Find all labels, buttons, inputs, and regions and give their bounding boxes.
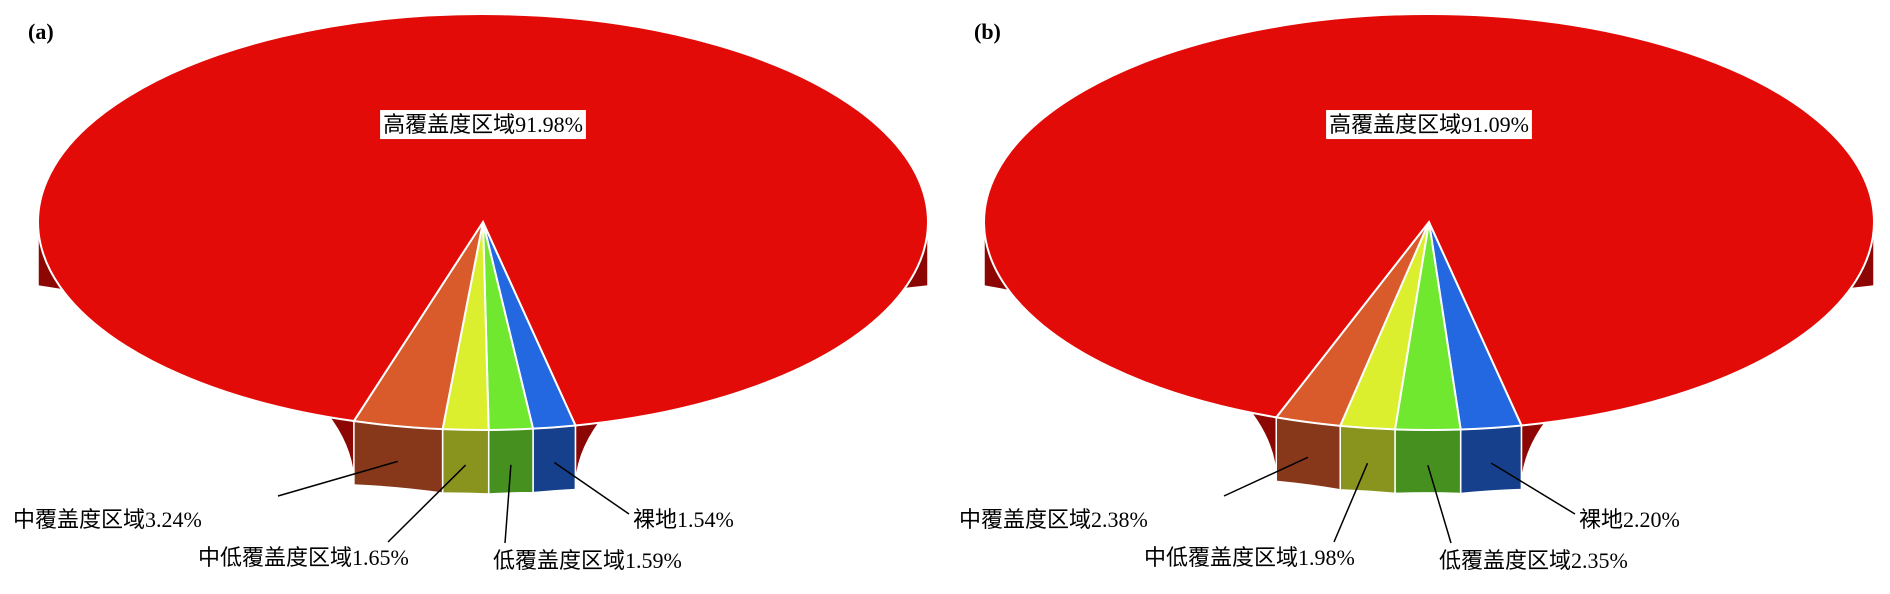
slice-label: 高覆盖度区域91.98% (383, 112, 583, 137)
slice-label: 中低覆盖度区域1.65% (198, 545, 409, 570)
panel-label: (a) (28, 19, 54, 44)
slice-label-group: 高覆盖度区域91.09% (1326, 110, 1532, 140)
category-label: 裸地 (1579, 507, 1623, 532)
category-label: 低覆盖度区域 (1439, 548, 1571, 573)
value-label: 1.65% (352, 545, 409, 570)
value-label: 91.98% (515, 112, 583, 137)
value-label: 91.09% (1461, 112, 1529, 137)
value-label: 2.35% (1571, 548, 1628, 573)
slice-side (532, 424, 577, 494)
category-label: 高覆盖度区域 (383, 112, 515, 137)
leader-line (1223, 456, 1309, 497)
label-background (1326, 110, 1532, 140)
slice-label: 低覆盖度区域2.35% (1439, 548, 1628, 573)
slice-label: 裸地1.54% (633, 507, 734, 532)
leader-line (553, 461, 630, 515)
slice-label-group: 高覆盖度区域91.98% (380, 110, 586, 140)
category-label: 中低覆盖度区域 (1144, 545, 1298, 570)
slice-label: 高覆盖度区域91.09% (1329, 112, 1529, 137)
slice (37, 13, 929, 427)
value-label: 1.98% (1298, 545, 1355, 570)
leader-line (1490, 462, 1576, 515)
value-label: 3.24% (145, 507, 202, 532)
leader-line (504, 464, 512, 544)
slice-side (487, 427, 534, 495)
leader-line (387, 464, 467, 543)
tops (37, 13, 929, 431)
slice-label: 中覆盖度区域3.24% (13, 507, 202, 532)
slice (983, 13, 1875, 427)
value-label: 2.20% (1623, 507, 1680, 532)
value-label: 2.38% (1091, 507, 1148, 532)
slice-side (353, 420, 444, 495)
slice-label: 中覆盖度区域2.38% (959, 507, 1148, 532)
category-label: 中覆盖度区域 (13, 507, 145, 532)
slice-side (1394, 428, 1462, 495)
leader-line (1427, 464, 1452, 544)
leader-line (277, 460, 398, 497)
category-label: 中低覆盖度区域 (198, 545, 352, 570)
category-label: 裸地 (633, 507, 677, 532)
tops (983, 13, 1875, 431)
category-label: 高覆盖度区域 (1329, 112, 1461, 137)
category-label: 低覆盖度区域 (493, 548, 625, 573)
label-background (380, 110, 586, 140)
slice-side (1339, 425, 1396, 495)
slice-side (1459, 424, 1523, 495)
slice-label: 低覆盖度区域1.59% (493, 548, 682, 573)
slice-label: 中低覆盖度区域1.98% (1144, 545, 1355, 570)
slice-side (1275, 416, 1341, 491)
slice-label: 裸地2.20% (1579, 507, 1680, 532)
slice-side (441, 428, 490, 495)
value-label: 1.59% (625, 548, 682, 573)
panel-label: (b) (974, 19, 1001, 44)
leader-line (1333, 462, 1369, 543)
value-label: 1.54% (677, 507, 734, 532)
category-label: 中覆盖度区域 (959, 507, 1091, 532)
